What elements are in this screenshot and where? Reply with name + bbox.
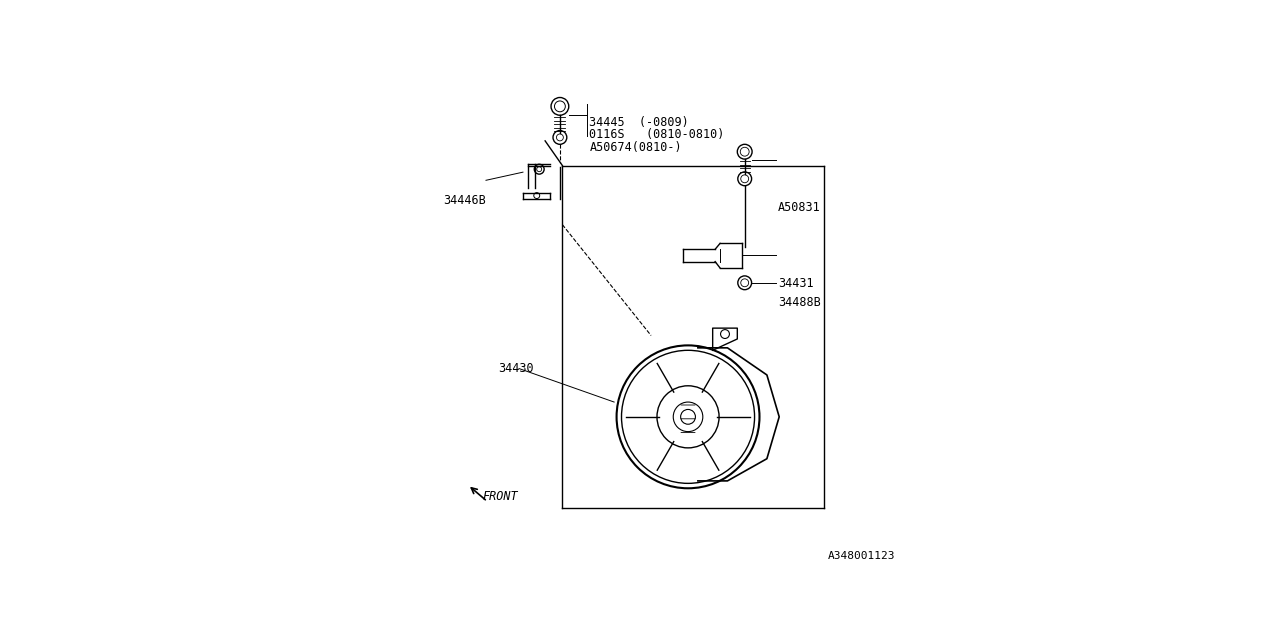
- Text: 34430: 34430: [498, 362, 534, 375]
- Text: A50674(0810-): A50674(0810-): [590, 141, 682, 154]
- Text: 34445  (-0809): 34445 (-0809): [590, 116, 689, 129]
- Text: A348001123: A348001123: [827, 551, 895, 561]
- Text: 34488B: 34488B: [778, 296, 820, 309]
- Text: A50831: A50831: [778, 201, 820, 214]
- Text: 0116S   (0810-0810): 0116S (0810-0810): [590, 129, 724, 141]
- Text: 34431: 34431: [778, 277, 814, 291]
- Text: FRONT: FRONT: [483, 490, 518, 503]
- Text: 34446B: 34446B: [443, 195, 486, 207]
